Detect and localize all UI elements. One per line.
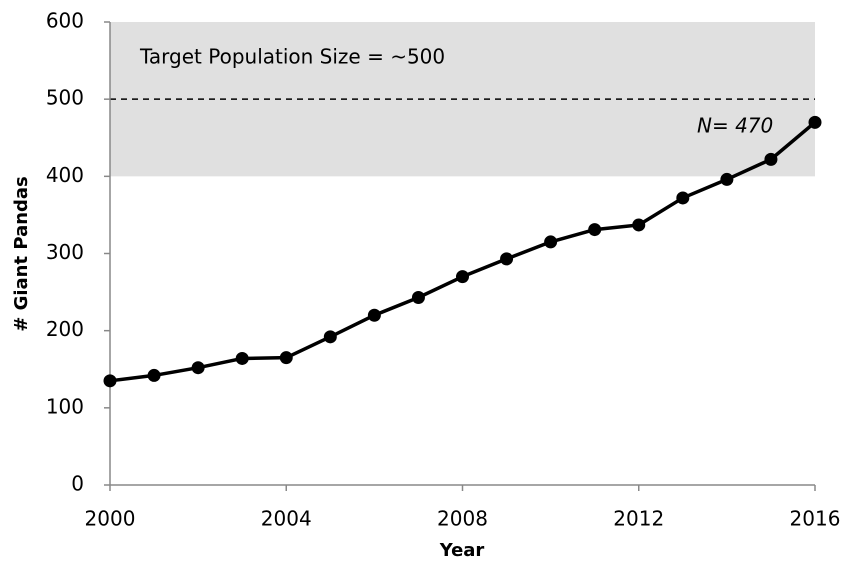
y-tick-label: 500 (46, 86, 84, 110)
x-tick-label: 2004 (261, 507, 312, 531)
data-point (456, 270, 469, 284)
annotation: Target Population Size = ~500 (139, 45, 445, 69)
annotation: N= 470 (697, 114, 773, 138)
x-tick-label: 2016 (790, 507, 841, 531)
data-point (191, 361, 205, 375)
y-axis-title: # Giant Pandas (11, 176, 32, 332)
data-point (367, 308, 381, 322)
data-point (147, 368, 161, 382)
y-tick-label: 600 (46, 9, 84, 33)
data-point (279, 351, 293, 365)
data-point (808, 115, 822, 129)
x-tick-label: 2000 (85, 507, 136, 531)
data-point (676, 191, 690, 205)
y-tick-label: 300 (46, 240, 84, 264)
data-point (323, 330, 337, 344)
data-point (764, 152, 778, 166)
x-tick-label: 2012 (613, 507, 664, 531)
data-point (544, 235, 558, 249)
data-point (632, 218, 646, 232)
data-point (720, 172, 734, 186)
data-point (500, 252, 514, 266)
y-tick-label: 100 (46, 394, 84, 418)
x-tick-label: 2008 (437, 507, 488, 531)
x-axis-title: Year (439, 540, 485, 561)
data-point (103, 374, 117, 388)
data-point (235, 351, 249, 365)
data-point (588, 223, 602, 237)
y-tick-label: 200 (46, 317, 84, 341)
y-tick-label: 400 (46, 163, 84, 187)
data-point (411, 290, 425, 304)
y-tick-label: 0 (71, 472, 84, 496)
